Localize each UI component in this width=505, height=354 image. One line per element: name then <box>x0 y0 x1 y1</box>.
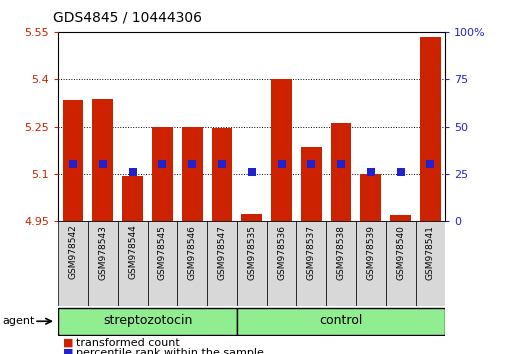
Text: GDS4845 / 10444306: GDS4845 / 10444306 <box>53 11 201 25</box>
Text: streptozotocin: streptozotocin <box>103 314 192 327</box>
Text: control: control <box>319 314 362 327</box>
Bar <box>241 214 262 221</box>
Text: GSM978543: GSM978543 <box>98 225 107 280</box>
Text: GSM978538: GSM978538 <box>336 225 345 280</box>
Text: GSM978537: GSM978537 <box>306 225 315 280</box>
Text: GSM978547: GSM978547 <box>217 225 226 280</box>
Bar <box>300 147 321 221</box>
FancyBboxPatch shape <box>296 221 326 306</box>
Bar <box>389 215 410 221</box>
Point <box>307 162 315 167</box>
FancyBboxPatch shape <box>415 221 444 306</box>
FancyBboxPatch shape <box>236 308 444 335</box>
Point <box>188 162 196 167</box>
Bar <box>92 99 113 221</box>
Text: GSM978545: GSM978545 <box>158 225 167 280</box>
Bar <box>419 36 440 221</box>
Bar <box>122 176 143 221</box>
Point <box>98 162 107 167</box>
Text: ■: ■ <box>63 348 74 354</box>
Text: GSM978541: GSM978541 <box>425 225 434 280</box>
Bar <box>211 128 232 221</box>
FancyBboxPatch shape <box>177 221 207 306</box>
Text: transformed count: transformed count <box>76 338 179 348</box>
Bar <box>330 124 351 221</box>
Text: GSM978540: GSM978540 <box>395 225 405 280</box>
Bar <box>152 127 173 221</box>
FancyBboxPatch shape <box>147 221 177 306</box>
Point <box>426 162 434 167</box>
Point <box>128 169 136 175</box>
Bar <box>181 127 202 221</box>
Bar <box>271 79 291 221</box>
Point <box>158 162 166 167</box>
FancyBboxPatch shape <box>88 221 118 306</box>
FancyBboxPatch shape <box>58 221 88 306</box>
Bar <box>63 100 83 221</box>
Point <box>69 162 77 167</box>
Text: GSM978539: GSM978539 <box>366 225 375 280</box>
FancyBboxPatch shape <box>207 221 236 306</box>
FancyBboxPatch shape <box>118 221 147 306</box>
Point <box>336 162 344 167</box>
Text: ■: ■ <box>63 338 74 348</box>
FancyBboxPatch shape <box>266 221 296 306</box>
Text: agent: agent <box>3 316 35 326</box>
Bar <box>360 174 380 221</box>
FancyBboxPatch shape <box>236 221 266 306</box>
Text: GSM978542: GSM978542 <box>69 225 77 279</box>
Text: GSM978546: GSM978546 <box>187 225 196 280</box>
Text: GSM978536: GSM978536 <box>276 225 285 280</box>
Point <box>218 162 226 167</box>
FancyBboxPatch shape <box>326 221 355 306</box>
Point <box>277 162 285 167</box>
Point <box>396 169 404 175</box>
Point <box>366 169 374 175</box>
Text: GSM978544: GSM978544 <box>128 225 137 279</box>
Text: percentile rank within the sample: percentile rank within the sample <box>76 348 263 354</box>
FancyBboxPatch shape <box>58 308 236 335</box>
Point <box>247 169 256 175</box>
Text: GSM978535: GSM978535 <box>247 225 256 280</box>
FancyBboxPatch shape <box>385 221 415 306</box>
FancyBboxPatch shape <box>355 221 385 306</box>
